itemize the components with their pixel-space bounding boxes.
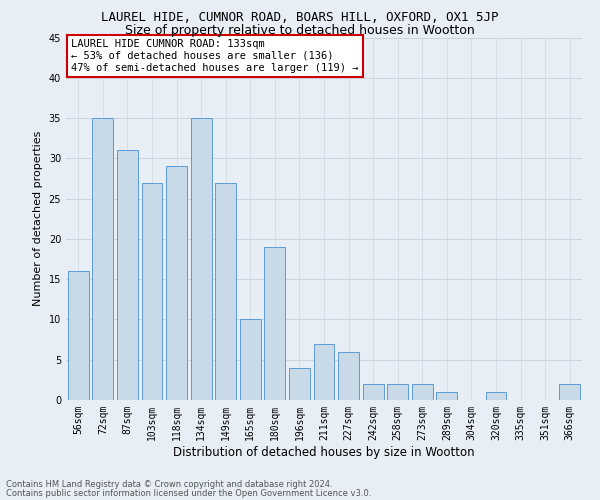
Bar: [92, 118, 113, 400]
Bar: [265, 247, 286, 400]
Bar: [387, 384, 408, 400]
Bar: [412, 384, 433, 400]
Bar: [314, 344, 334, 400]
Bar: [240, 320, 261, 400]
Bar: [559, 384, 580, 400]
Bar: [215, 182, 236, 400]
Text: LAUREL HIDE CUMNOR ROAD: 133sqm
← 53% of detached houses are smaller (136)
47% o: LAUREL HIDE CUMNOR ROAD: 133sqm ← 53% of…: [71, 40, 359, 72]
Y-axis label: Number of detached properties: Number of detached properties: [33, 131, 43, 306]
Text: Contains public sector information licensed under the Open Government Licence v3: Contains public sector information licen…: [6, 488, 371, 498]
Bar: [436, 392, 457, 400]
Text: Contains HM Land Registry data © Crown copyright and database right 2024.: Contains HM Land Registry data © Crown c…: [6, 480, 332, 489]
X-axis label: Distribution of detached houses by size in Wootton: Distribution of detached houses by size …: [173, 446, 475, 458]
Bar: [485, 392, 506, 400]
Bar: [117, 150, 138, 400]
Bar: [166, 166, 187, 400]
Bar: [362, 384, 383, 400]
Bar: [191, 118, 212, 400]
Bar: [68, 271, 89, 400]
Text: LAUREL HIDE, CUMNOR ROAD, BOARS HILL, OXFORD, OX1 5JP: LAUREL HIDE, CUMNOR ROAD, BOARS HILL, OX…: [101, 11, 499, 24]
Bar: [142, 182, 163, 400]
Bar: [338, 352, 359, 400]
Text: Size of property relative to detached houses in Wootton: Size of property relative to detached ho…: [125, 24, 475, 37]
Bar: [289, 368, 310, 400]
